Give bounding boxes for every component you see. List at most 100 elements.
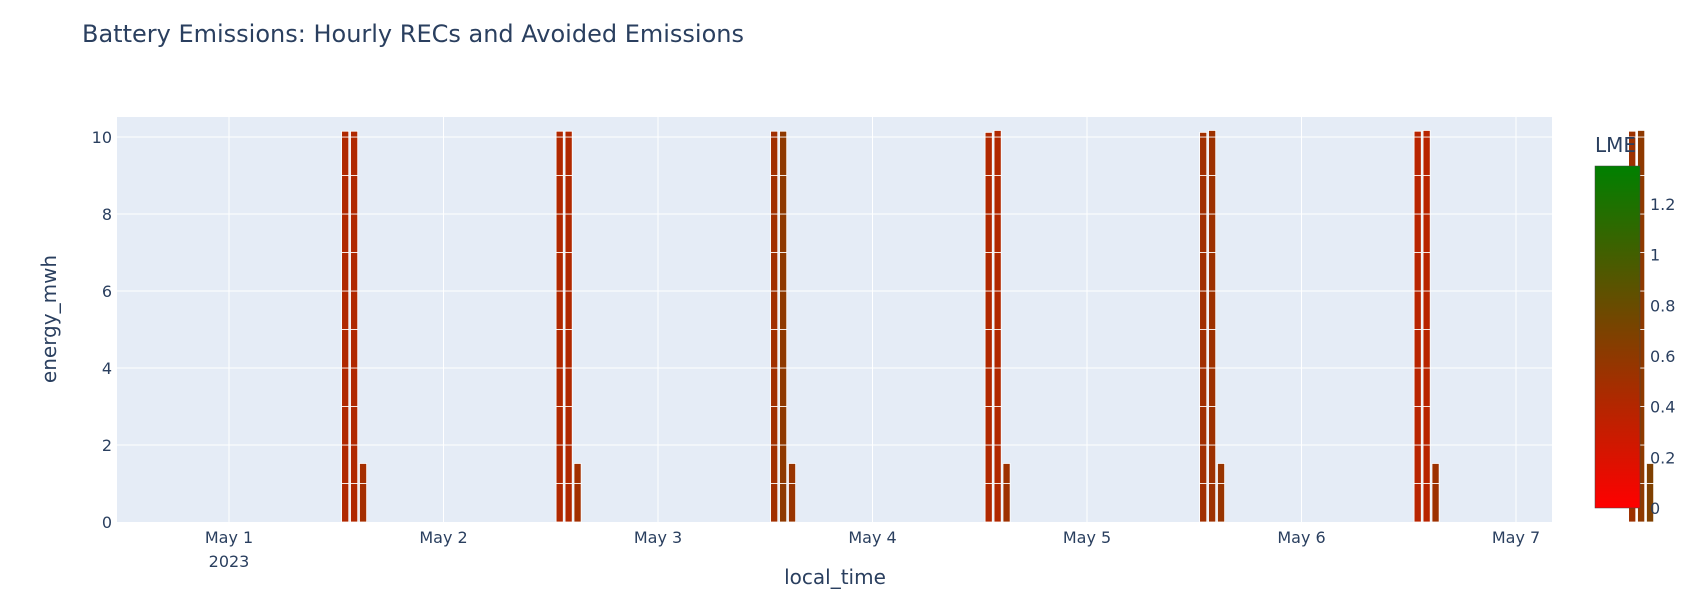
bar-segment	[341, 130, 350, 138]
y-tick-label: 10	[92, 128, 112, 147]
bar-segment	[1208, 406, 1217, 446]
bar-segment	[1208, 130, 1217, 138]
bar	[1217, 463, 1226, 523]
y-tick-label: 2	[102, 436, 112, 455]
bar-segment	[350, 483, 359, 523]
bar-segment	[1628, 130, 1637, 138]
bar-segment	[1199, 131, 1208, 138]
bar-segment	[564, 175, 573, 215]
bar-segment	[341, 367, 350, 407]
bar-segment	[573, 483, 582, 523]
bar-segment	[993, 483, 1002, 523]
bar-segment	[350, 136, 359, 176]
bar	[993, 130, 1002, 523]
bar-segment	[555, 444, 564, 484]
bar-segment	[1422, 444, 1431, 484]
bar-segment	[984, 444, 993, 484]
bar-segment	[1208, 213, 1217, 253]
bar-segment	[555, 483, 564, 523]
bar	[1199, 131, 1208, 523]
bar-segment	[770, 406, 779, 446]
bar-segment	[564, 406, 573, 446]
bar	[1413, 130, 1422, 523]
bar-segment	[1199, 329, 1208, 369]
bar-segment	[1199, 213, 1208, 253]
bar-segment	[993, 213, 1002, 253]
bar-segment	[1422, 290, 1431, 330]
bar-segment	[1422, 213, 1431, 253]
bar-segment	[770, 444, 779, 484]
bar-segment	[1208, 444, 1217, 484]
bar-segment	[1208, 483, 1217, 523]
colorbar-title: LME	[1595, 133, 1636, 157]
bar-segment	[984, 213, 993, 253]
bar-segment	[779, 213, 788, 253]
bar-segment	[1422, 252, 1431, 292]
bar-segment	[770, 213, 779, 253]
bar-segment	[993, 252, 1002, 292]
bar	[1646, 463, 1655, 523]
bar-segment	[1413, 252, 1422, 292]
bar-segment	[1422, 483, 1431, 523]
bar-segment	[1002, 463, 1011, 484]
bar	[779, 130, 788, 523]
bar-segment	[770, 130, 779, 138]
bar-segment	[1208, 175, 1217, 215]
bar-segment	[341, 290, 350, 330]
colorbar-tick-label: 0.4	[1650, 398, 1675, 417]
bar-segment	[1199, 406, 1208, 446]
bar-segment	[1413, 367, 1422, 407]
x-tick-label: May 7	[1492, 528, 1540, 547]
bar-segment	[770, 329, 779, 369]
bar-segment	[984, 252, 993, 292]
bar-segment	[350, 367, 359, 407]
x-tick-label: May 3	[634, 528, 682, 547]
bar-segment	[1422, 367, 1431, 407]
bar-segment	[1199, 483, 1208, 523]
bar-segment	[555, 213, 564, 253]
bar-segment	[779, 136, 788, 176]
bar-segment	[564, 136, 573, 176]
bar-segment	[341, 252, 350, 292]
bar-segment	[1413, 406, 1422, 446]
bar-segment	[779, 130, 788, 138]
bar-segment	[779, 367, 788, 407]
bar-segment	[555, 252, 564, 292]
x-tick-label: May 2	[419, 528, 467, 547]
chart-title: Battery Emissions: Hourly RECs and Avoid…	[82, 20, 744, 48]
bar-segment	[1413, 290, 1422, 330]
bar-segment	[779, 444, 788, 484]
y-tick-label: 4	[102, 359, 112, 378]
bar-segment	[341, 175, 350, 215]
bar-segment	[1422, 406, 1431, 446]
bar-segment	[1199, 252, 1208, 292]
bar	[359, 463, 368, 523]
bar-segment	[564, 252, 573, 292]
bar-segment	[993, 444, 1002, 484]
y-axis-ticks: 0 2 4 6 8 10	[92, 128, 112, 532]
bar-segment	[564, 367, 573, 407]
bar-segment	[564, 130, 573, 138]
bar-segment	[779, 252, 788, 292]
bar-segment	[770, 290, 779, 330]
bar-segment	[1208, 290, 1217, 330]
bar-segment	[1431, 483, 1440, 523]
bar-segment	[1422, 136, 1431, 176]
bar-segment	[984, 483, 993, 523]
bar-segment	[564, 444, 573, 484]
bar-segment	[341, 483, 350, 523]
bar-segment	[1199, 444, 1208, 484]
bar	[1208, 130, 1217, 523]
bar-segment	[1208, 252, 1217, 292]
y-tick-label: 8	[102, 205, 112, 224]
bar-segment	[1217, 483, 1226, 523]
bar	[564, 130, 573, 523]
bar-segment	[555, 290, 564, 330]
bar-segment	[1431, 463, 1440, 484]
bar-segment	[984, 131, 993, 138]
bar-segment	[1637, 130, 1646, 138]
bar	[350, 130, 359, 523]
bar-segment	[555, 406, 564, 446]
bar-segment	[770, 136, 779, 176]
